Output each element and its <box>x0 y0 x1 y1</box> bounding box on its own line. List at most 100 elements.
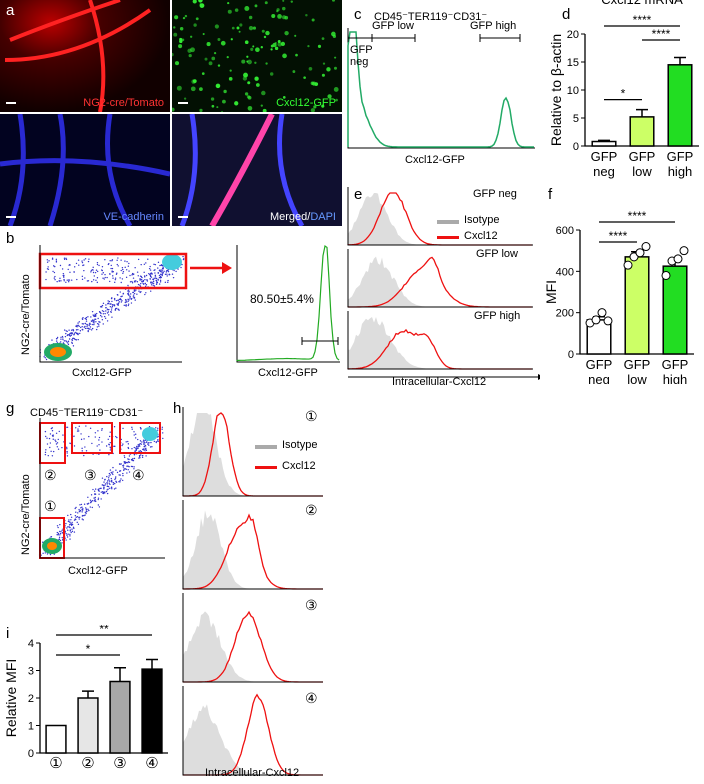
event-dot <box>108 472 111 475</box>
event-dot <box>127 265 130 267</box>
cell-dot <box>321 37 325 40</box>
error-bar <box>82 690 94 698</box>
event-dot <box>172 276 175 279</box>
significance-label: * <box>621 87 626 101</box>
image-ng2-tomato: NG2-cre/Tomato <box>0 0 170 112</box>
event-dot <box>83 259 85 261</box>
panel-label-f: f <box>548 186 553 203</box>
event-dot <box>152 282 155 285</box>
data-point <box>591 315 601 325</box>
event-dot <box>133 434 135 436</box>
event-dot <box>159 275 162 278</box>
event-dot <box>77 329 79 331</box>
event-dot <box>94 493 96 495</box>
event-dot <box>120 269 122 272</box>
event-dot <box>133 289 136 291</box>
cell-dot <box>282 53 287 59</box>
event-dot <box>57 448 60 450</box>
cell-dot <box>220 40 226 46</box>
event-dot <box>79 332 81 335</box>
event-dot <box>107 302 110 304</box>
event-dot <box>109 431 111 433</box>
event-dot <box>165 271 167 273</box>
event-dot <box>175 270 177 273</box>
cell-dot <box>317 44 322 48</box>
event-dot <box>101 491 104 493</box>
event-dot <box>65 533 67 535</box>
event-dot <box>162 437 164 440</box>
event-dot <box>85 316 88 319</box>
cell-dot <box>199 108 203 112</box>
event-dot <box>147 443 149 445</box>
g-ylabel: NG2-cre/Tomato <box>20 474 32 555</box>
event-dot <box>112 483 115 486</box>
event-dot <box>96 262 99 264</box>
y-tick-label: 600 <box>556 225 574 237</box>
event-dot <box>96 270 99 273</box>
chart-f: Intracellular Cxcl120200400600MFIGFPnegG… <box>543 200 694 384</box>
event-dot <box>139 450 142 452</box>
cell-dot <box>174 15 179 20</box>
event-dot <box>135 445 138 448</box>
panel-label-i: i <box>6 625 10 642</box>
event-dot <box>91 310 94 313</box>
event-dot <box>63 280 65 282</box>
cell-dot <box>247 105 253 111</box>
event-dot <box>122 272 124 274</box>
event-dot <box>153 277 155 280</box>
event-dot <box>152 280 155 283</box>
event-dot <box>47 268 50 270</box>
event-dot <box>104 484 106 487</box>
event-dot <box>73 531 76 533</box>
event-dot <box>83 503 86 505</box>
panel-label-a: a <box>6 2 15 19</box>
event-dot <box>109 449 112 451</box>
panel-g-scatter <box>38 418 165 559</box>
axis <box>182 407 323 497</box>
event-dot <box>109 474 112 476</box>
event-dot <box>90 501 92 503</box>
axis <box>182 686 323 776</box>
event-dot <box>85 512 87 515</box>
event-dot <box>171 273 174 275</box>
event-dot <box>107 311 110 313</box>
event-dot <box>100 491 103 493</box>
event-dot <box>157 440 159 442</box>
event-dot <box>55 432 58 434</box>
cell-dot <box>265 62 268 65</box>
event-dot <box>67 268 69 271</box>
chart-title: Cxcl12 mRNA <box>601 0 683 7</box>
event-dot <box>64 530 67 533</box>
event-dot <box>149 269 152 271</box>
event-dot <box>128 466 130 468</box>
event-dot <box>67 526 69 528</box>
event-dot <box>167 279 169 282</box>
cell-dot <box>260 104 263 107</box>
cell-dot <box>334 56 337 59</box>
data-point <box>679 246 689 256</box>
event-dot <box>106 480 109 482</box>
event-dot <box>58 538 60 541</box>
event-dot <box>49 433 52 435</box>
event-dot <box>81 518 83 520</box>
event-dot <box>97 504 100 506</box>
event-dot <box>67 529 69 531</box>
event-dot <box>58 536 61 539</box>
event-dot <box>114 278 117 281</box>
event-dot <box>149 446 152 448</box>
event-dot <box>77 523 80 526</box>
event-dot <box>80 503 83 506</box>
event-dot <box>114 445 116 448</box>
event-dot <box>119 298 122 301</box>
event-dot <box>118 470 121 472</box>
category-label: low <box>632 164 652 179</box>
event-dot <box>46 443 49 445</box>
event-dot <box>107 438 109 440</box>
event-dot <box>84 327 87 330</box>
cell-dot <box>277 42 282 47</box>
event-dot <box>108 443 110 446</box>
event-dot <box>104 483 107 485</box>
event-dot <box>65 281 67 283</box>
event-dot <box>69 535 71 537</box>
